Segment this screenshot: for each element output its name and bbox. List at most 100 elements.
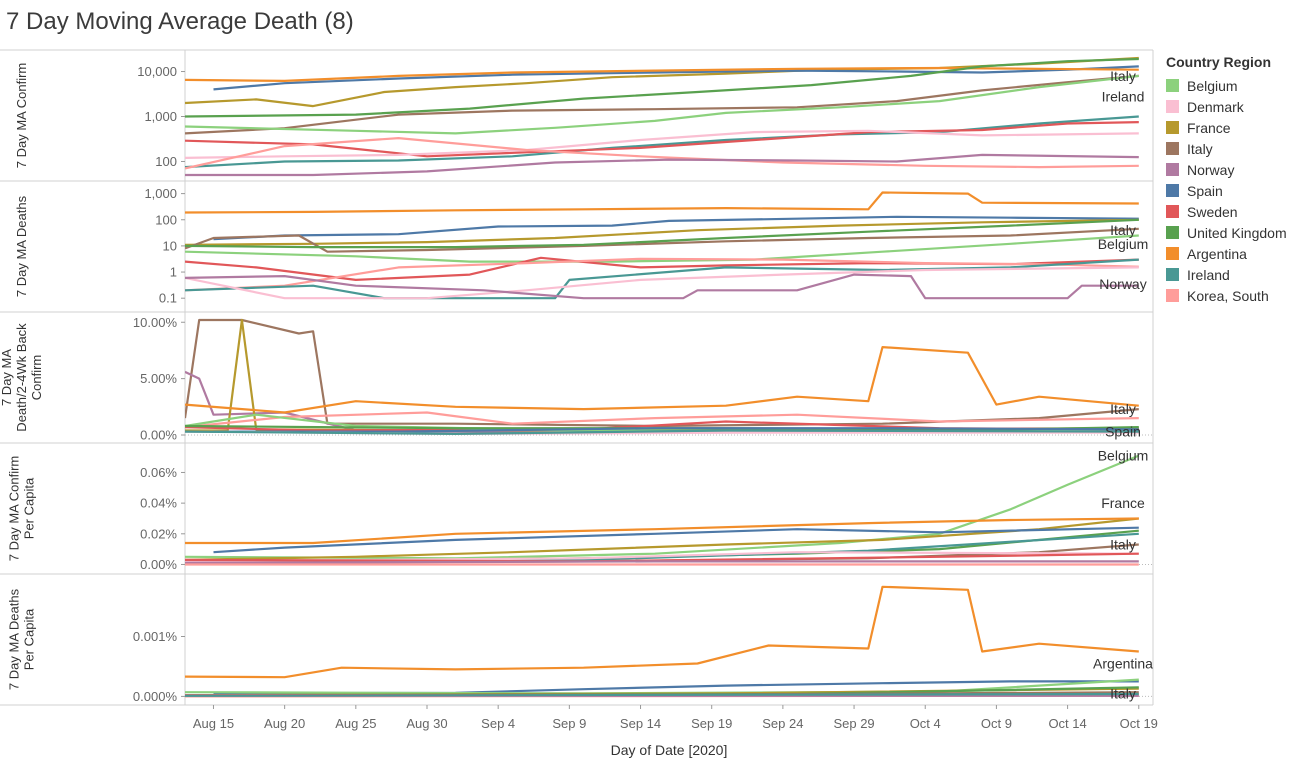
legend-label: Ireland — [1187, 266, 1230, 283]
y-tick-label: 0.02% — [140, 526, 177, 541]
y-axis-title: Per Capita — [22, 477, 37, 539]
legend-item[interactable]: Sweden — [1166, 201, 1287, 222]
series-line-spain — [213, 427, 1139, 433]
series-end-label: Belgium — [1098, 448, 1149, 464]
series-line-united-kingdom — [185, 218, 1139, 249]
x-tick-label: Sep 4 — [481, 716, 515, 731]
series-line-denmark — [185, 266, 1139, 300]
legend-item[interactable]: Denmark — [1166, 96, 1287, 117]
page-title: 7 Day Moving Average Death (8) — [6, 8, 354, 35]
x-tick-label: Oct 4 — [910, 716, 941, 731]
series-end-label: Ireland — [1102, 88, 1145, 104]
legend-label: Italy — [1187, 140, 1213, 157]
small-multiples-chart: 100 1,000 10,000 7 Day MA Confirm Italy Irela… — [0, 49, 1158, 758]
legend-label: Korea, South — [1187, 287, 1269, 304]
series-end-label: Norway — [1099, 276, 1146, 292]
series-end-label: Belgium — [1098, 236, 1149, 252]
legend-swatch — [1166, 142, 1179, 155]
series-line-ireland — [185, 115, 1139, 169]
legend-swatch — [1166, 226, 1179, 239]
legend-item[interactable]: France — [1166, 117, 1287, 138]
y-tick-label: 1,000 — [144, 109, 177, 124]
legend-label: Norway — [1187, 161, 1235, 178]
legend-swatch — [1166, 247, 1179, 260]
x-tick-label: Sep 24 — [762, 716, 803, 731]
series-line-france — [185, 218, 1139, 246]
legend-item[interactable]: Italy — [1166, 138, 1287, 159]
series-end-label: Spain — [1105, 424, 1141, 440]
legend-title: Country Region — [1166, 54, 1271, 70]
series-line-sweden — [185, 552, 1139, 563]
x-axis-title: Day of Date [2020] — [611, 742, 728, 758]
legend-swatch — [1166, 163, 1179, 176]
legend-item[interactable]: Ireland — [1166, 264, 1287, 285]
y-tick-label: 0.04% — [140, 496, 177, 511]
legend-label: Belgium — [1187, 77, 1238, 94]
series-line-denmark — [185, 129, 1139, 159]
series-line-ireland — [185, 692, 1139, 697]
series-line-korea-south — [185, 257, 1139, 292]
series-line-norway — [185, 560, 1139, 564]
series-line-belgium — [185, 74, 1139, 135]
series-end-label: Italy — [1110, 401, 1136, 417]
series-line-ireland — [185, 429, 1139, 435]
legend-swatch — [1166, 184, 1179, 197]
legend-label: Spain — [1187, 182, 1223, 199]
y-tick-label: 10,000 — [137, 64, 177, 79]
series-line-norway — [185, 273, 1139, 300]
x-tick-label: Aug 20 — [264, 716, 305, 731]
legend-item[interactable]: Norway — [1166, 159, 1287, 180]
y-tick-label: 10.00% — [133, 315, 178, 330]
series-line-italy — [185, 227, 1139, 253]
series-line-korea-south — [185, 411, 1139, 429]
y-axis-title: 7 Day MA Confirm — [14, 63, 29, 168]
series-end-label: France — [1101, 495, 1145, 511]
y-axis-title: 7 Day MA Deaths — [7, 588, 22, 690]
y-axis-title: 7 Day MA Deaths — [14, 195, 29, 297]
x-tick-label: Sep 14 — [620, 716, 661, 731]
legend-swatch — [1166, 289, 1179, 302]
y-axis-title: 7 Day MA — [0, 349, 14, 406]
series-end-label: Italy — [1110, 222, 1136, 238]
series-line-argentina — [185, 191, 1139, 214]
series-line-france — [185, 318, 1139, 432]
x-tick-label: Oct 9 — [981, 716, 1012, 731]
legend-label: Sweden — [1187, 203, 1238, 220]
y-axis-title: Per Capita — [22, 608, 37, 670]
y-tick-label: 0.00% — [140, 428, 177, 443]
y-tick-label: 0.001% — [133, 629, 178, 644]
y-axis-title: 7 Day MA Confirm — [7, 456, 22, 561]
legend-label: France — [1187, 119, 1231, 136]
series-line-italy — [185, 74, 1139, 135]
legend-swatch — [1166, 121, 1179, 134]
legend-item[interactable]: Belgium — [1166, 75, 1287, 96]
x-tick-label: Aug 25 — [335, 716, 376, 731]
series-line-korea-south — [185, 137, 1139, 170]
legend-item[interactable]: United Kingdom — [1166, 222, 1287, 243]
series-line-sweden — [185, 121, 1139, 158]
series-line-italy — [185, 318, 1139, 428]
legend-label: Denmark — [1187, 98, 1244, 115]
y-tick-label: 0.1 — [159, 291, 177, 306]
legend-label: United Kingdom — [1187, 224, 1287, 241]
series-end-label: Argentina — [1093, 655, 1153, 671]
y-tick-label: 1,000 — [144, 186, 177, 201]
series-line-belgium — [185, 234, 1139, 263]
series-line-argentina — [185, 346, 1139, 414]
y-tick-label: 10 — [163, 238, 177, 253]
x-tick-label: Sep 9 — [552, 716, 586, 731]
series-line-spain — [213, 215, 1139, 241]
y-axis-title: Death/2-4Wk Back — [14, 323, 29, 432]
series-line-norway — [185, 153, 1139, 177]
y-tick-label: 0.06% — [140, 465, 177, 480]
y-tick-label: 0.00% — [140, 557, 177, 572]
legend-label: Argentina — [1187, 245, 1247, 262]
series-line-argentina — [185, 585, 1139, 679]
x-tick-label: Oct 19 — [1120, 716, 1158, 731]
series-line-argentina — [185, 66, 1139, 82]
legend-item[interactable]: Korea, South — [1166, 285, 1287, 306]
legend-item[interactable]: Spain — [1166, 180, 1287, 201]
y-tick-label: 100 — [155, 212, 177, 227]
y-tick-label: 100 — [155, 154, 177, 169]
legend-item[interactable]: Argentina — [1166, 243, 1287, 264]
